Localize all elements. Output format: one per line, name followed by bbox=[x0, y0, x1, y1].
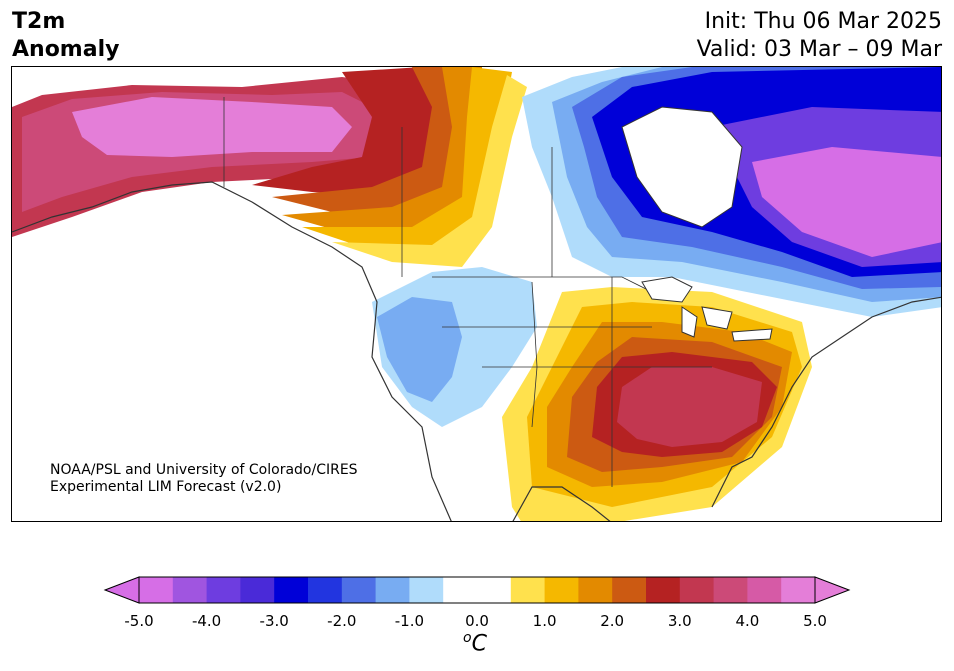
colorbar-tick-label: 4.0 bbox=[735, 612, 760, 630]
chart-title: T2m Anomaly bbox=[12, 8, 119, 64]
credit-line2: Experimental LIM Forecast (v2.0) bbox=[50, 479, 282, 495]
colorbar-cells bbox=[139, 577, 816, 603]
warm-band-canada-red bbox=[252, 67, 442, 197]
colorbar-tick-label: 3.0 bbox=[667, 612, 692, 630]
map-canvas bbox=[12, 67, 941, 521]
init-date: Init: Thu 06 Mar 2025 bbox=[704, 9, 942, 34]
colorbar-tick-label: -3.0 bbox=[259, 612, 289, 630]
colorbar-cell bbox=[646, 577, 681, 603]
colorbar-cell bbox=[477, 577, 512, 603]
title-variable-line2: Anomaly bbox=[12, 37, 120, 62]
colorbar-cell bbox=[747, 577, 782, 603]
colorbar-right-arrow bbox=[814, 576, 851, 604]
colorbar-cell bbox=[443, 577, 478, 603]
coastlines bbox=[12, 181, 941, 521]
colorbar-unit: oC bbox=[463, 630, 487, 656]
colorbar-tick-label: -1.0 bbox=[394, 612, 425, 630]
colorbar-tick-label: -4.0 bbox=[191, 612, 222, 630]
warm-band-canada-amber bbox=[282, 67, 482, 237]
colorbar-cell bbox=[713, 577, 748, 603]
unit-base: C bbox=[471, 631, 487, 657]
colorbar-cell bbox=[375, 577, 410, 603]
colorbar-cell bbox=[240, 577, 275, 603]
colorbar-frame bbox=[138, 576, 816, 604]
colorbar-cell bbox=[341, 577, 377, 603]
credit-text: NOAA/PSL and University of Colorado/CIRE… bbox=[50, 462, 358, 496]
colorbar-cell bbox=[308, 577, 343, 603]
colorbar-cell bbox=[409, 577, 444, 603]
colorbar-tick-label: 2.0 bbox=[600, 612, 625, 630]
colorbar-tick-label: 0.0 bbox=[465, 612, 489, 630]
colorbar-cell bbox=[612, 577, 647, 603]
colorbar-tick-label: -5.0 bbox=[124, 612, 154, 630]
title-variable-line1: T2m bbox=[12, 9, 66, 34]
cold-region-western-us-sky bbox=[377, 297, 462, 402]
colorbar-tick-label: 1.0 bbox=[532, 612, 557, 630]
warm-band-canada-yellow bbox=[302, 67, 512, 252]
colorbar-cell bbox=[206, 577, 241, 603]
colorbar-tick-label: -2.0 bbox=[327, 612, 357, 630]
warm-region-alaska-core bbox=[72, 97, 352, 157]
colorbar-left-arrow bbox=[103, 576, 140, 604]
great-lakes bbox=[641, 276, 773, 342]
colorbar-tick-label: 5.0 bbox=[803, 612, 827, 630]
colorbar-cell bbox=[578, 577, 613, 603]
unit-degree: o bbox=[463, 630, 472, 646]
valid-range: Valid: 03 Mar – 09 Mar bbox=[696, 37, 942, 62]
colorbar-cell bbox=[139, 577, 174, 603]
cold-region-labrador-magenta bbox=[752, 147, 941, 257]
political-borders bbox=[223, 97, 712, 487]
anomaly-map: NOAA/PSL and University of Colorado/CIRE… bbox=[11, 66, 942, 522]
colorbar-cell bbox=[781, 577, 816, 603]
colorbar-cell bbox=[544, 577, 579, 603]
colorbar-cell bbox=[172, 577, 208, 603]
warm-band-canada-orange bbox=[272, 67, 462, 217]
credit-line1: NOAA/PSL and University of Colorado/CIRE… bbox=[50, 462, 358, 478]
colorbar-cell bbox=[679, 577, 715, 603]
warm-band-canada-lightyellow bbox=[332, 75, 527, 267]
warm-region-south-core bbox=[617, 367, 762, 447]
colorbar-cell bbox=[510, 577, 546, 603]
colorbar-cell bbox=[274, 577, 309, 603]
hudson-bay-water bbox=[621, 106, 743, 228]
chart-dates: Init: Thu 06 Mar 2025 Valid: 03 Mar – 09… bbox=[697, 8, 942, 64]
